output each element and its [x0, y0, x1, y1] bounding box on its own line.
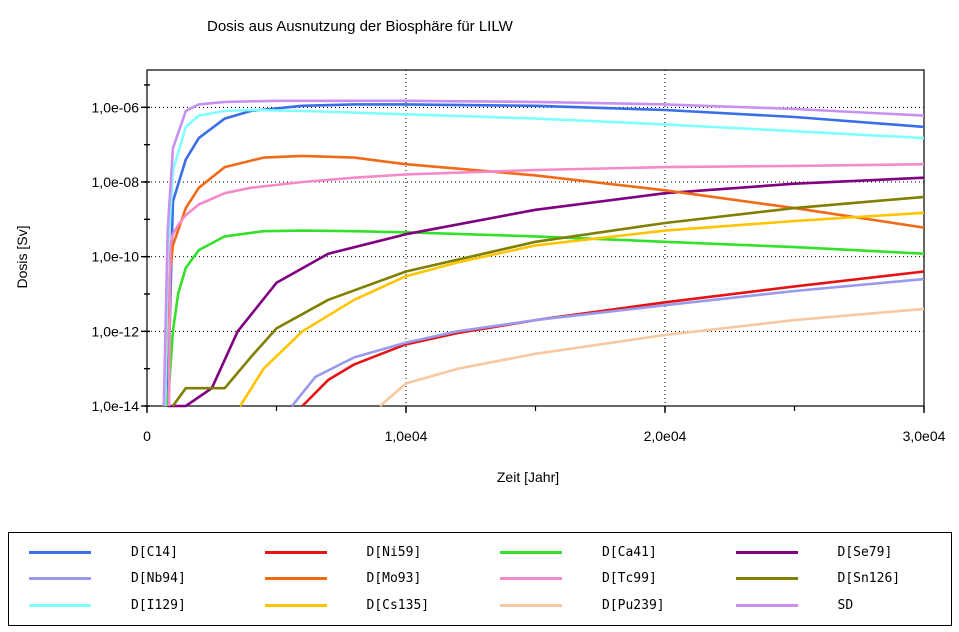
legend-item: D[Nb94] — [9, 566, 245, 593]
series-line-dsn126 — [171, 195, 925, 407]
series-line-dtc99 — [167, 162, 925, 407]
legend-item: D[Ni59] — [245, 539, 481, 566]
legend-label: D[Cs135] — [366, 598, 430, 614]
series-line-di129 — [163, 108, 925, 407]
y-tick-label-2: 1,0e-10 — [92, 249, 140, 265]
legend-item: D[Tc99] — [480, 566, 716, 593]
axes: 1,0e-14 1,0e-12 1,0e-10 1,0e-08 1,0e-06 0 1,0e… — [92, 84, 946, 444]
legend-label: SD — [837, 598, 854, 614]
legend-swatch — [264, 550, 327, 554]
line-chart: Dosis aus Ausnutzung der Biosphäre für L… — [14, 18, 946, 485]
legend-item: D[Cs135] — [245, 592, 481, 619]
plot-area — [146, 69, 925, 407]
legend-label: D[Sn126] — [837, 571, 901, 587]
series-line-dcs135 — [239, 211, 925, 407]
plot-border — [146, 69, 925, 407]
y-tick-label-0: 1,0e-14 — [92, 398, 140, 414]
legend-swatch — [500, 604, 562, 608]
legend-item: D[Ca41] — [480, 539, 716, 566]
legend-swatch — [735, 604, 798, 608]
series-line-dc14 — [166, 103, 925, 407]
legend-swatch — [29, 550, 91, 554]
series-line-dse79 — [167, 176, 925, 408]
legend-item: D[I129] — [9, 592, 245, 619]
legend-grid: D[C14] D[Ni59] D[Ca41] D[Se79] D[Nb94] D[Mo93… — [9, 533, 951, 625]
y-tick-label-1: 1,0e-12 — [92, 323, 140, 339]
legend-item: D[C14] — [9, 539, 245, 566]
series-line-sd — [162, 99, 925, 407]
legend-swatch — [29, 577, 91, 581]
legend-swatch — [735, 577, 798, 581]
legend-swatch — [264, 577, 327, 581]
legend-item: D[Se79] — [716, 539, 952, 566]
legend-label: D[Tc99] — [602, 571, 657, 587]
legend-label: D[Mo93] — [366, 571, 422, 587]
legend: D[C14] D[Ni59] D[Ca41] D[Se79] D[Nb94] D[Mo93… — [8, 532, 952, 626]
x-tick-label-3: 3,0e04 — [903, 428, 946, 444]
legend-label: D[C14] — [131, 544, 178, 560]
legend-label: D[Pu239] — [602, 598, 665, 614]
legend-label: D[Se79] — [837, 544, 893, 560]
series-line-dnb94 — [290, 277, 925, 407]
series-lines — [162, 99, 925, 408]
legend-label: D[Ca41] — [602, 544, 657, 560]
legend-swatch — [264, 604, 327, 608]
legend-item: SD — [716, 592, 952, 619]
legend-swatch — [735, 550, 798, 554]
legend-swatch — [500, 577, 562, 581]
x-tick-label-1: 1,0e04 — [385, 428, 428, 444]
grid — [147, 70, 924, 406]
series-line-dca41 — [166, 229, 925, 407]
legend-label: D[Nb94] — [131, 571, 186, 587]
y-tick-label-3: 1,0e-08 — [92, 174, 140, 190]
series-line-dpu239 — [379, 307, 925, 407]
legend-swatch — [29, 604, 91, 608]
series-line-dmo93 — [163, 154, 925, 407]
legend-item: D[Mo93] — [245, 566, 481, 593]
y-tick-label-4: 1,0e-06 — [92, 99, 140, 115]
chart-title: Dosis aus Ausnutzung der Biosphäre für L… — [207, 18, 514, 35]
x-tick-label-0: 0 — [143, 428, 151, 444]
x-tick-label-2: 2,0e04 — [644, 428, 687, 444]
legend-item: D[Sn126] — [716, 566, 952, 593]
legend-swatch — [500, 550, 562, 554]
y-axis-label: Dosis [Sv] — [14, 225, 30, 288]
legend-item: D[Pu239] — [480, 592, 716, 619]
legend-label: D[I129] — [131, 598, 186, 614]
series-line-dni59 — [301, 270, 925, 407]
x-axis-label: Zeit [Jahr] — [497, 469, 559, 485]
legend-label: D[Ni59] — [366, 544, 422, 560]
